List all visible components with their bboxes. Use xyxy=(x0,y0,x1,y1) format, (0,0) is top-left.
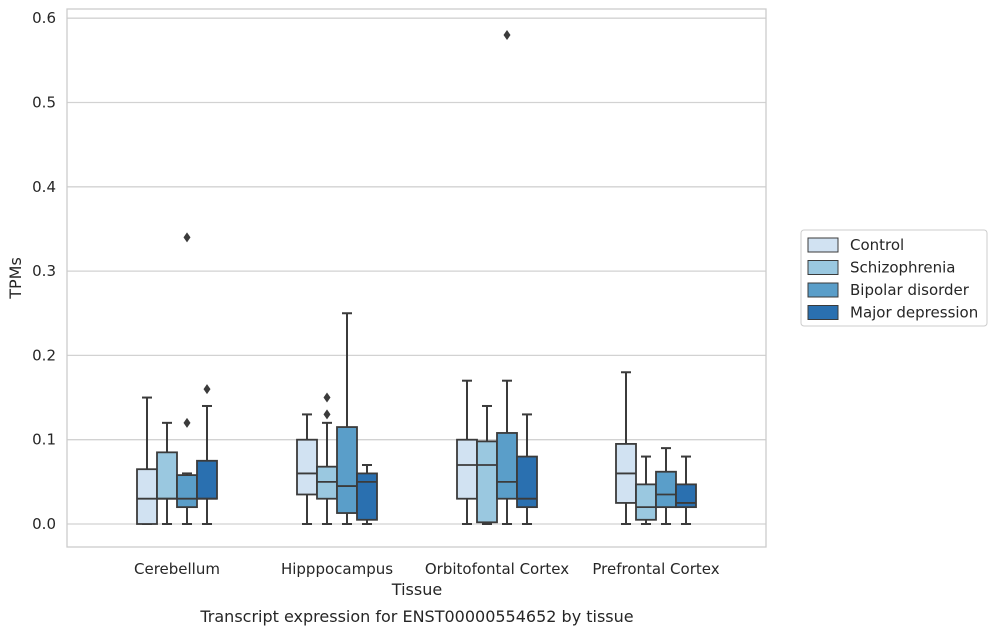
y-tick-label: 0.1 xyxy=(32,431,56,449)
box-1-0 xyxy=(296,413,318,525)
legend-label: Schizophrenia xyxy=(850,259,955,277)
box-1-1 xyxy=(316,392,338,525)
y-tick-label: 0.0 xyxy=(32,515,56,533)
box-3-1 xyxy=(635,455,657,525)
y-tick-label: 0.2 xyxy=(32,346,56,364)
chart-caption: Transcript expression for ENST0000055465… xyxy=(199,607,633,626)
legend-item: Bipolar disorder xyxy=(807,281,970,299)
outlier-point xyxy=(203,384,211,395)
box-body xyxy=(156,451,178,500)
box-2-3 xyxy=(516,413,538,525)
box-0-1 xyxy=(156,421,178,525)
y-axis-title: TPMs xyxy=(6,257,25,300)
boxes xyxy=(136,30,697,525)
outlier-point xyxy=(323,392,331,403)
legend-item: Major depression xyxy=(807,304,978,322)
box-2-2 xyxy=(496,30,518,525)
legend-swatch xyxy=(807,237,839,253)
outlier-point xyxy=(183,232,191,243)
outlier-point xyxy=(183,417,191,428)
legend-label: Bipolar disorder xyxy=(850,281,970,299)
box-body xyxy=(456,438,478,500)
y-tick-label: 0.5 xyxy=(32,94,56,112)
legend-item: Schizophrenia xyxy=(807,259,955,277)
box-body xyxy=(196,459,218,500)
outlier-point xyxy=(503,30,511,41)
y-tick-label: 0.4 xyxy=(32,178,56,196)
legend-item: Control xyxy=(807,236,904,254)
x-tick-labels: Cerebellum Hipppocampus Orbitofontal Corte… xyxy=(134,560,720,578)
legend-label: Control xyxy=(850,236,904,254)
legend-swatch xyxy=(807,260,839,275)
box-body xyxy=(675,483,697,509)
box-body xyxy=(496,432,518,500)
box-body xyxy=(136,468,158,525)
box-body xyxy=(336,426,358,514)
box-1-2 xyxy=(336,312,358,525)
box-2-0 xyxy=(456,379,478,525)
plot-frame xyxy=(66,8,767,548)
box-2-1 xyxy=(476,404,498,525)
box-body xyxy=(176,474,198,509)
y-tick-labels: 0.0 0.1 0.2 0.3 0.4 0.5 0.6 xyxy=(32,9,56,533)
legend-frame xyxy=(800,229,988,327)
box-body xyxy=(296,438,318,496)
box-3-3 xyxy=(675,455,697,525)
box-3-0 xyxy=(615,371,637,525)
box-0-0 xyxy=(136,396,158,525)
legend-swatch xyxy=(807,282,839,298)
legend-swatch xyxy=(807,305,839,320)
y-tick-label: 0.3 xyxy=(32,262,56,280)
box-0-3 xyxy=(196,384,218,525)
box-3-2 xyxy=(655,447,677,525)
legend-label: Major depression xyxy=(850,304,978,322)
legend: Control Schizophrenia Bipolar disorder Majo… xyxy=(800,229,988,327)
x-tick-label: Hipppocampus xyxy=(281,560,393,578)
box-body xyxy=(655,470,677,509)
grid-lines xyxy=(67,17,766,525)
x-tick-label: Cerebellum xyxy=(134,560,220,578)
box-body xyxy=(516,455,538,509)
box-0-2 xyxy=(176,232,198,525)
x-axis-title: Tissue xyxy=(391,580,442,599)
outlier-point xyxy=(323,409,331,420)
box-body xyxy=(635,483,657,521)
x-tick-label: Prefrontal Cortex xyxy=(592,560,719,578)
y-tick-label: 0.6 xyxy=(32,9,56,27)
box-1-3 xyxy=(356,463,378,525)
box-body xyxy=(356,472,378,521)
x-tick-label: Orbitofontal Cortex xyxy=(425,560,569,578)
box-body xyxy=(476,440,498,524)
